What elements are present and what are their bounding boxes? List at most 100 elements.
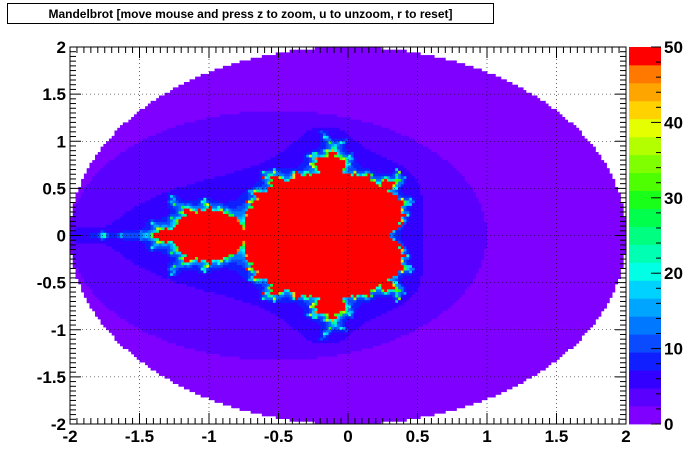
heatmap-cell [315,106,318,109]
heatmap-cell [340,114,343,117]
heatmap-cell [506,125,509,128]
heatmap-cell [529,114,532,117]
heatmap-cell [423,120,426,123]
heatmap-cell [481,139,484,142]
heatmap-cell [126,130,129,133]
heatmap-cell [228,130,231,133]
heatmap-cell [226,95,229,98]
heatmap-cell [351,98,354,101]
heatmap-cell [481,141,484,144]
heatmap-cell [295,136,298,139]
heatmap-cell [462,117,465,120]
heatmap-cell [106,144,109,147]
heatmap-cell [234,106,237,109]
heatmap-cell [315,85,318,88]
heatmap-cell [381,60,384,63]
heatmap-cell [198,98,201,101]
heatmap-cell [487,106,490,109]
heatmap-cell [348,125,351,128]
heatmap-cell [423,60,426,63]
heatmap-cell [315,141,318,144]
heatmap-cell [331,82,334,85]
heatmap-cell [301,101,304,104]
heatmap-cell [248,90,251,93]
heatmap-cell [304,128,307,131]
heatmap-cell [265,60,268,63]
heatmap-cell [426,130,429,133]
heatmap-cell [473,85,476,88]
heatmap-cell [423,149,426,152]
heatmap-cell [259,144,262,147]
heatmap-cell [292,133,295,136]
heatmap-cell [445,136,448,139]
heatmap-cell [292,149,295,152]
heatmap-cell [153,136,156,139]
heatmap-cell [401,74,404,77]
heatmap-cell [434,74,437,77]
heatmap-cell [387,147,390,150]
heatmap-cell [537,98,540,101]
heatmap-cell [237,98,240,101]
heatmap-cell [178,106,181,109]
heatmap-cell [329,71,332,74]
heatmap-cell [515,147,518,150]
heatmap-cell [370,98,373,101]
heatmap-cell [454,106,457,109]
heatmap-cell [226,130,229,133]
heatmap-cell [390,112,393,115]
heatmap-cell [398,144,401,147]
heatmap-cell [454,130,457,133]
heatmap-cell [479,141,482,144]
heatmap-cell [304,141,307,144]
heatmap-cell [251,82,254,85]
heatmap-cell [531,133,534,136]
heatmap-cell [170,125,173,128]
heatmap-cell [548,130,551,133]
heatmap-cell [515,101,518,104]
heatmap-cell [223,66,226,69]
heatmap-cell [443,114,446,117]
heatmap-cell [279,85,282,88]
heatmap-cell [501,125,504,128]
heatmap-cell [334,77,337,80]
heatmap-cell [354,82,357,85]
heatmap-cell [148,128,151,131]
heatmap-cell [390,87,393,90]
heatmap-cell [512,147,515,150]
heatmap-cell [520,125,523,128]
heatmap-cell [348,136,351,139]
heatmap-cell [501,98,504,101]
heatmap-cell [476,74,479,77]
heatmap-cell [387,133,390,136]
heatmap-cell [418,101,421,104]
heatmap-cell [437,125,440,128]
heatmap-cell [298,104,301,107]
heatmap-cell [476,125,479,128]
heatmap-cell [501,122,504,125]
heatmap-cell [173,136,176,139]
heatmap-cell [426,149,429,152]
heatmap-cell [290,58,293,61]
heatmap-cell [315,125,318,128]
heatmap-cell [392,128,395,131]
heatmap-cell [215,79,218,82]
heatmap-cell [262,136,265,139]
heatmap-cell [495,85,498,88]
heatmap-cell [365,133,368,136]
heatmap-cell [545,133,548,136]
heatmap-cell [367,79,370,82]
heatmap-cell [195,125,198,128]
heatmap-cell [465,104,468,107]
heatmap-cell [392,125,395,128]
heatmap-cell [201,106,204,109]
heatmap-cell [365,130,368,133]
heatmap-cell [448,133,451,136]
heatmap-cell [456,90,459,93]
heatmap-cell [356,149,359,152]
heatmap-cell [248,133,251,136]
heatmap-cell [548,109,551,112]
heatmap-cell [262,69,265,72]
heatmap-cell [220,109,223,112]
heatmap-cell [253,117,256,120]
